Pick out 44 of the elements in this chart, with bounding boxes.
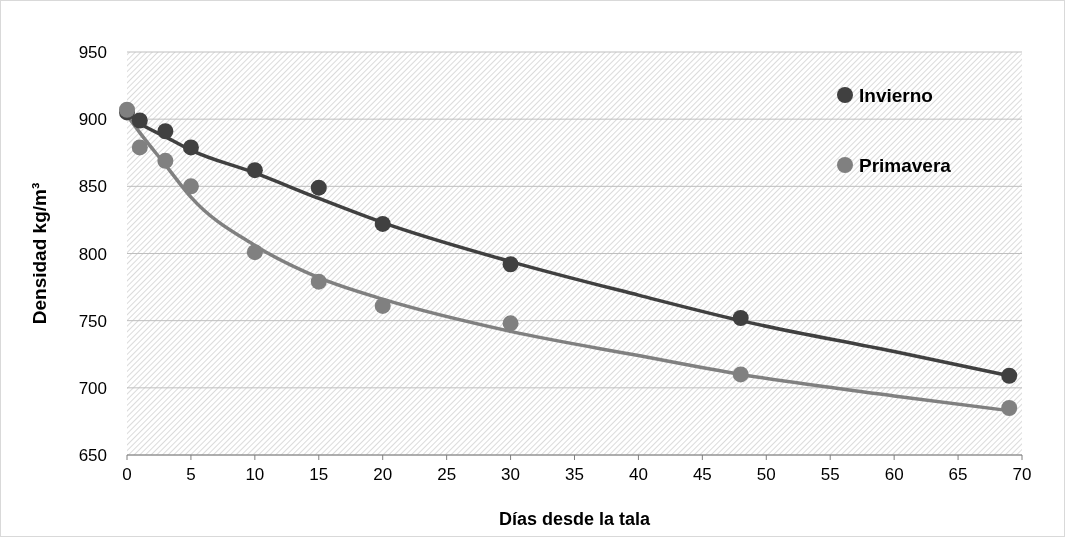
x-tick-label: 30 — [501, 465, 521, 484]
y-axis-title: Densidad kg/m³ — [29, 182, 50, 325]
x-tick-label: 40 — [628, 465, 648, 484]
point — [732, 366, 749, 383]
point — [374, 215, 391, 232]
point — [310, 273, 327, 290]
y-tick-label: 650 — [78, 446, 107, 465]
x-tick-label: 15 — [309, 465, 329, 484]
x-tick-label: 25 — [437, 465, 457, 484]
y-tick-label: 950 — [78, 43, 107, 62]
y-tick-label: 850 — [78, 177, 107, 197]
point — [374, 297, 391, 314]
point — [246, 162, 263, 179]
x-tick-label: 65 — [948, 465, 968, 484]
y-tick-label: 700 — [78, 378, 107, 398]
legend-label: Primavera — [859, 155, 952, 176]
x-tick-label: 60 — [884, 465, 904, 484]
x-tick-label: 20 — [373, 465, 393, 484]
point — [182, 139, 199, 156]
point — [502, 315, 519, 332]
point — [131, 139, 148, 156]
point — [502, 256, 519, 273]
x-tick-label: 45 — [692, 465, 712, 484]
x-tick-label: 70 — [1012, 465, 1032, 484]
x-tick-label: 0 — [122, 465, 132, 484]
x-tick-label: 5 — [186, 465, 196, 484]
x-tick-label: 50 — [756, 465, 776, 484]
y-tick-label: 750 — [78, 311, 107, 331]
point — [131, 112, 148, 129]
legend-label: Invierno — [859, 85, 933, 106]
x-tick-label: 55 — [820, 465, 840, 484]
point — [157, 123, 174, 140]
point — [732, 309, 749, 326]
x-tick-label: 35 — [565, 465, 584, 484]
point — [1001, 399, 1018, 416]
point — [246, 244, 263, 261]
x-axis-title: Días desde la tala — [498, 509, 652, 529]
x-tick-label: 10 — [245, 465, 265, 484]
point — [157, 152, 174, 169]
y-tick-label: 800 — [78, 244, 107, 264]
y-tick-label: 900 — [78, 110, 107, 130]
point — [310, 179, 327, 196]
point — [1001, 367, 1018, 384]
point — [182, 178, 199, 195]
